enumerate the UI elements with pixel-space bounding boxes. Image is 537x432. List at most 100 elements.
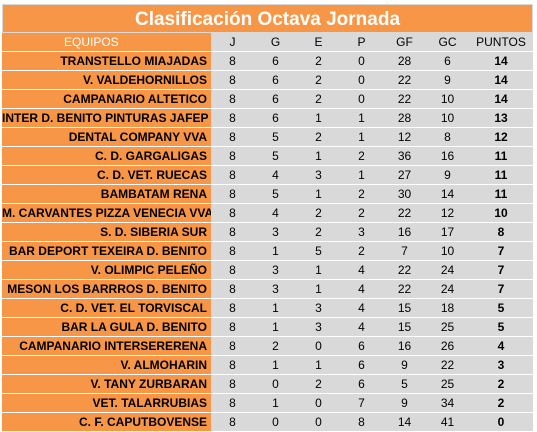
points-cell: 12	[469, 127, 533, 147]
lost-cell: 4	[340, 298, 383, 318]
goals-against-cell: 12	[426, 203, 469, 223]
won-cell: 2	[254, 336, 297, 356]
header-drawn: E	[297, 33, 340, 52]
header-points: PUNTOS	[469, 33, 533, 52]
table-row: S. D. SIBERIA SUR 8 3 2 3 16 17 8	[2, 222, 533, 242]
won-cell: 3	[254, 279, 297, 299]
goals-for-cell: 22	[383, 279, 426, 299]
goals-for-cell: 22	[383, 260, 426, 280]
header-row: EQUIPOS J G E P GF GC PUNTOS	[2, 33, 533, 52]
goals-against-cell: 24	[426, 279, 469, 299]
goals-against-cell: 24	[426, 260, 469, 280]
points-cell: 13	[469, 108, 533, 128]
header-won: G	[254, 33, 297, 52]
standings-sheet: Clasificación Octava Jornada EQUIPOS J G…	[2, 4, 533, 432]
won-cell: 6	[254, 89, 297, 109]
won-cell: 4	[254, 203, 297, 223]
goals-against-cell: 41	[426, 412, 469, 432]
goals-for-cell: 27	[383, 165, 426, 185]
goals-against-cell: 18	[426, 298, 469, 318]
goals-against-cell: 9	[426, 165, 469, 185]
goals-for-cell: 22	[383, 203, 426, 223]
goals-against-cell: 14	[426, 184, 469, 204]
drawn-cell: 0	[297, 336, 340, 356]
played-cell: 8	[211, 298, 254, 318]
played-cell: 8	[211, 374, 254, 394]
team-name: VET. TALARRUBIAS	[2, 393, 211, 413]
points-cell: 10	[469, 203, 533, 223]
lost-cell: 3	[340, 222, 383, 242]
lost-cell: 2	[340, 146, 383, 166]
won-cell: 6	[254, 108, 297, 128]
played-cell: 8	[211, 108, 254, 128]
goals-for-cell: 9	[383, 355, 426, 375]
goals-against-cell: 26	[426, 336, 469, 356]
standings-title: Clasificación Octava Jornada	[2, 4, 533, 33]
team-name: C. D. GARGALIGAS	[2, 146, 211, 166]
points-cell: 5	[469, 298, 533, 318]
goals-for-cell: 9	[383, 393, 426, 413]
lost-cell: 1	[340, 108, 383, 128]
goals-for-cell: 22	[383, 70, 426, 90]
points-cell: 14	[469, 51, 533, 71]
lost-cell: 4	[340, 317, 383, 337]
table-row: M. CARVANTES PIZZA VENECIA VVA 8 4 2 2 22 12 10	[2, 203, 533, 223]
played-cell: 8	[211, 146, 254, 166]
goals-for-cell: 7	[383, 241, 426, 261]
played-cell: 8	[211, 279, 254, 299]
played-cell: 8	[211, 412, 254, 432]
goals-for-cell: 36	[383, 146, 426, 166]
drawn-cell: 1	[297, 108, 340, 128]
team-name: C. D. VET. EL TORVISCAL	[2, 298, 211, 318]
goals-for-cell: 14	[383, 412, 426, 432]
drawn-cell: 0	[297, 393, 340, 413]
lost-cell: 4	[340, 279, 383, 299]
goals-for-cell: 28	[383, 51, 426, 71]
team-name: DENTAL COMPANY VVA	[2, 127, 211, 147]
team-name: CAMPANARIO ALTETICO	[2, 89, 211, 109]
team-name: V. TANY ZURBARAN	[2, 374, 211, 394]
drawn-cell: 3	[297, 317, 340, 337]
won-cell: 1	[254, 241, 297, 261]
points-cell: 11	[469, 184, 533, 204]
won-cell: 0	[254, 412, 297, 432]
won-cell: 0	[254, 374, 297, 394]
team-name: C. D. VET. RUECAS	[2, 165, 211, 185]
lost-cell: 2	[340, 241, 383, 261]
team-name: V. OLIMPIC PELEÑO	[2, 260, 211, 280]
drawn-cell: 1	[297, 184, 340, 204]
points-cell: 11	[469, 146, 533, 166]
won-cell: 6	[254, 70, 297, 90]
points-cell: 2	[469, 374, 533, 394]
goals-against-cell: 25	[426, 374, 469, 394]
table-row: V. TANY ZURBARAN 8 0 2 6 5 25 2	[2, 374, 533, 394]
goals-against-cell: 10	[426, 241, 469, 261]
drawn-cell: 0	[297, 412, 340, 432]
played-cell: 8	[211, 203, 254, 223]
team-name: INTER D. BENITO PINTURAS JAFEP	[2, 108, 211, 128]
header-goals-for: GF	[383, 33, 426, 52]
goals-for-cell: 16	[383, 336, 426, 356]
goals-against-cell: 34	[426, 393, 469, 413]
goals-for-cell: 28	[383, 108, 426, 128]
played-cell: 8	[211, 70, 254, 90]
lost-cell: 1	[340, 127, 383, 147]
drawn-cell: 3	[297, 298, 340, 318]
drawn-cell: 2	[297, 51, 340, 71]
lost-cell: 0	[340, 89, 383, 109]
drawn-cell: 2	[297, 89, 340, 109]
points-cell: 7	[469, 241, 533, 261]
lost-cell: 6	[340, 374, 383, 394]
goals-for-cell: 12	[383, 127, 426, 147]
points-cell: 8	[469, 222, 533, 242]
won-cell: 6	[254, 51, 297, 71]
table-row: V. ALMOHARIN 8 1 1 6 9 22 3	[2, 355, 533, 375]
goals-against-cell: 17	[426, 222, 469, 242]
header-goals-against: GC	[426, 33, 469, 52]
table-row: MESON LOS BARRROS D. BENITO 8 3 1 4 22 24 7	[2, 279, 533, 299]
goals-for-cell: 15	[383, 298, 426, 318]
played-cell: 8	[211, 355, 254, 375]
lost-cell: 0	[340, 51, 383, 71]
table-row: V. OLIMPIC PELEÑO 8 3 1 4 22 24 7	[2, 260, 533, 280]
team-name: V. ALMOHARIN	[2, 355, 211, 375]
